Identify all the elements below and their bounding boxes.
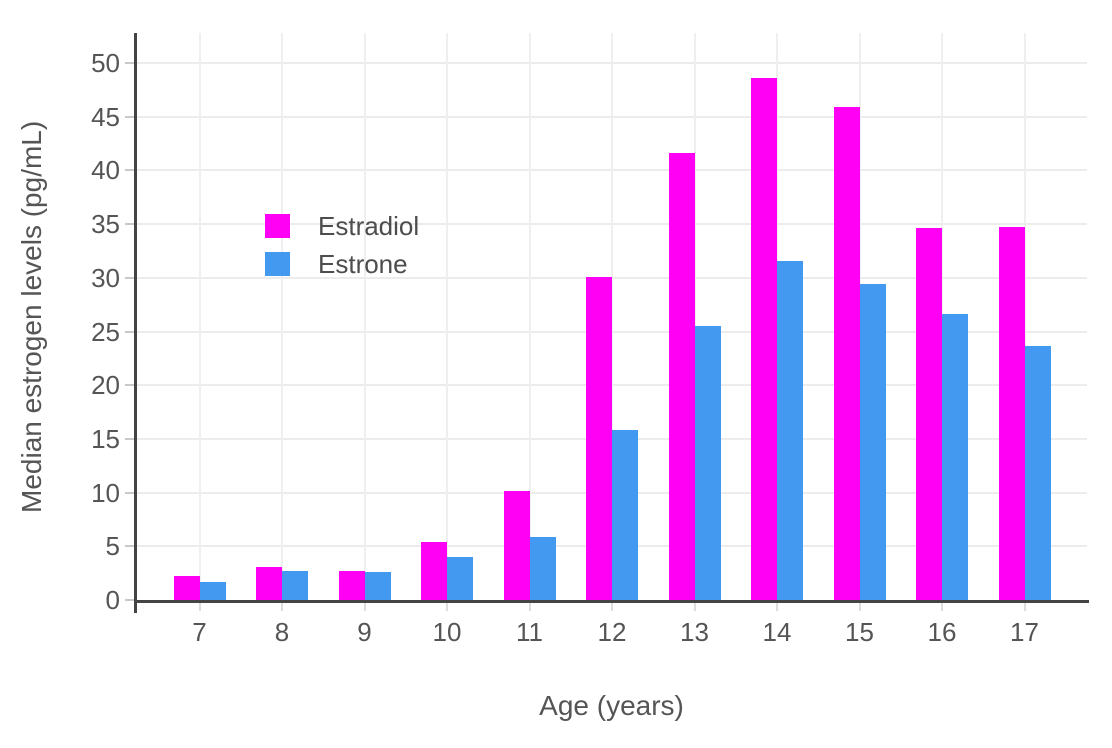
x-tick-label-7: 7 <box>192 617 207 647</box>
x-tick-12 <box>611 603 613 611</box>
legend-label-estradiol: Estradiol <box>318 210 420 241</box>
v-gridline-9 <box>363 33 366 600</box>
y-tick-45 <box>125 115 136 118</box>
bar-estradiol-12 <box>586 276 612 600</box>
bar-estrone-13 <box>694 326 721 600</box>
estrone-swatch-icon <box>265 252 290 276</box>
legend-item-estradiol[interactable]: Estradiol <box>265 211 419 241</box>
v-gridline-11 <box>528 33 531 600</box>
y-tick-label-40: 40 <box>91 155 120 186</box>
x-tick-label-8: 8 <box>274 617 290 647</box>
y-tick-5 <box>125 545 136 548</box>
x-tick-label-9: 9 <box>357 617 372 647</box>
bar-estradiol-16 <box>916 228 942 600</box>
bar-estrone-17 <box>1024 345 1051 600</box>
y-tick-label-30: 30 <box>91 262 120 293</box>
v-gridline-13 <box>693 33 696 600</box>
x-tick-label-17: 17 <box>1010 617 1039 647</box>
x-tick-7 <box>198 603 201 611</box>
v-gridline-10 <box>446 33 448 600</box>
y-tick-35 <box>125 223 136 226</box>
y-axis-line <box>134 33 137 613</box>
bar-estrone-10 <box>447 557 473 600</box>
x-tick-15 <box>858 603 861 611</box>
v-gridline-8 <box>281 33 283 600</box>
v-gridline-17 <box>1023 33 1026 600</box>
bar-estrone-16 <box>942 314 968 600</box>
y-tick-label-50: 50 <box>91 48 120 79</box>
x-tick-14 <box>776 603 778 611</box>
v-gridline-12 <box>611 33 613 600</box>
x-tick-10 <box>446 603 448 611</box>
y-tick-label-0: 0 <box>105 585 120 615</box>
x-tick-label-11: 11 <box>516 617 543 647</box>
legend-item-estrone[interactable]: Estrone <box>265 249 419 279</box>
y-tick-label-15: 15 <box>91 423 120 454</box>
y-tick-30 <box>125 276 136 279</box>
y-tick-label-5: 5 <box>105 531 120 562</box>
x-tick-label-13: 13 <box>680 617 709 647</box>
bar-estrone-9 <box>364 572 391 600</box>
y-tick-label-10: 10 <box>91 477 120 508</box>
legend: Estradiol Estrone <box>265 211 419 290</box>
bar-estrone-15 <box>859 284 886 600</box>
y-tick-15 <box>125 437 136 440</box>
x-tick-label-10: 10 <box>432 617 462 647</box>
y-tick-label-35: 35 <box>91 209 120 240</box>
y-tick-10 <box>125 491 136 494</box>
y-tick-label-20: 20 <box>91 370 120 401</box>
y-tick-50 <box>125 62 136 65</box>
legend-label-estrone: Estrone <box>318 248 408 279</box>
estradiol-swatch-icon <box>265 214 290 238</box>
x-tick-16 <box>941 603 943 611</box>
v-gridline-7 <box>198 33 201 600</box>
bar-estrone-14 <box>777 260 803 600</box>
x-tick-17 <box>1023 603 1026 611</box>
bar-estrone-7 <box>199 581 226 600</box>
bar-estradiol-8 <box>256 566 282 600</box>
y-tick-label-25: 25 <box>91 316 120 347</box>
bar-estrone-11 <box>529 536 556 600</box>
x-tick-label-12: 12 <box>597 617 627 647</box>
x-tick-label-16: 16 <box>927 617 957 647</box>
x-axis-line <box>134 600 1089 603</box>
x-tick-13 <box>693 603 696 611</box>
bar-estradiol-7 <box>173 576 200 600</box>
bar-estradiol-11 <box>503 490 530 600</box>
x-axis-title: Age (years) <box>539 690 684 721</box>
bar-estradiol-9 <box>338 571 365 600</box>
x-tick-9 <box>363 603 366 611</box>
bar-estradiol-10 <box>421 542 447 600</box>
bar-estrone-12 <box>612 430 638 600</box>
bar-estradiol-17 <box>998 227 1025 600</box>
bar-estradiol-14 <box>751 78 777 600</box>
y-tick-label-45: 45 <box>91 101 120 132</box>
x-tick-11 <box>528 603 531 611</box>
x-tick-label-15: 15 <box>845 617 874 647</box>
y-tick-40 <box>125 169 136 172</box>
bar-estradiol-13 <box>668 153 695 600</box>
plot-area: 0 5 10 15 20 25 30 35 40 45 50 7 8 9 10 11 12 13 14 15 16 17 … <box>91 33 1089 647</box>
y-tick-20 <box>125 384 136 387</box>
bar-estrone-8 <box>282 571 308 600</box>
y-tick-0 <box>125 599 136 601</box>
x-tick-label-14: 14 <box>762 617 792 647</box>
x-tick-8 <box>281 603 283 611</box>
y-tick-25 <box>125 330 136 333</box>
bar-estradiol-15 <box>833 107 860 600</box>
